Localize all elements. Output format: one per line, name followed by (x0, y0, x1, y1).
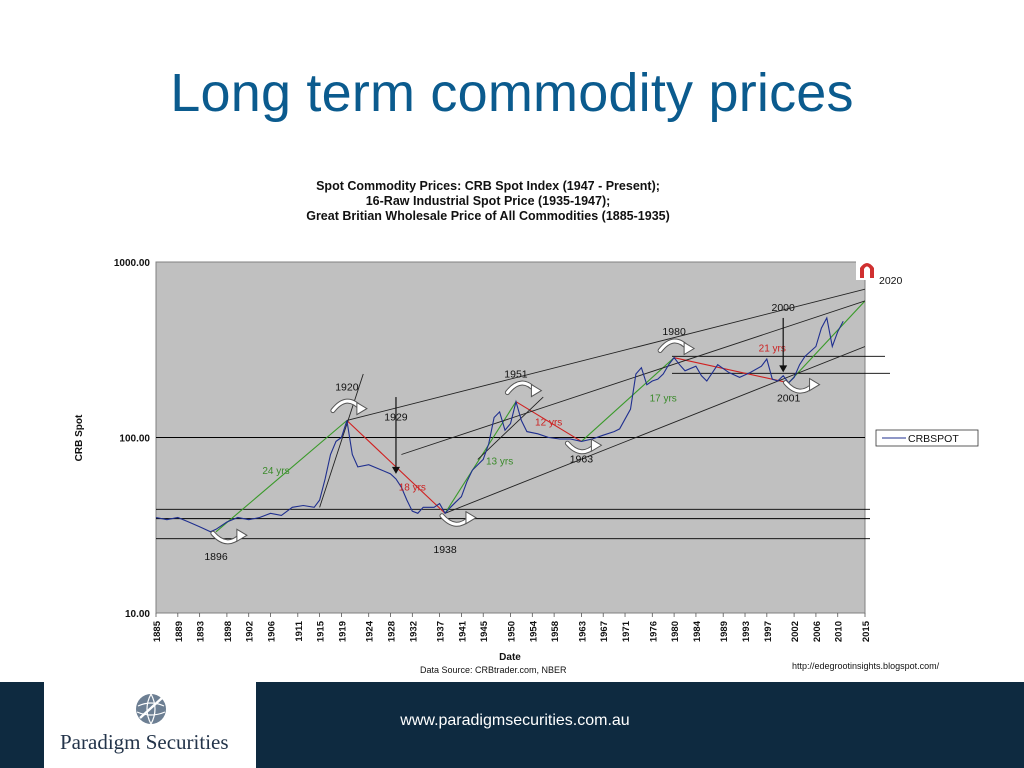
year-annotation: 1980 (662, 326, 686, 338)
turn-arrow-icon (465, 510, 477, 525)
legend: CRBSPOT (875, 429, 979, 447)
x-tick-label: 1924 (365, 620, 376, 642)
trend-line-green (215, 420, 348, 533)
trend-duration-label: 18 yrs (399, 482, 426, 493)
x-tick-label: 1984 (692, 620, 703, 642)
x-tick-label: 1980 (670, 621, 681, 642)
year-annotation: 1951 (504, 368, 528, 380)
x-tick-label: 1989 (719, 621, 730, 642)
x-axis-label: Date (499, 652, 521, 663)
trend-lines (215, 288, 865, 533)
year-annotation: 2001 (777, 393, 801, 405)
x-tick-label: 1919 (337, 621, 348, 642)
trend-duration-label: 13 yrs (486, 457, 513, 468)
year-annotation: 1963 (570, 454, 594, 466)
year-annotation: 2020 (879, 275, 903, 287)
trend-line-red (515, 401, 582, 442)
horizontal-guides (156, 355, 890, 540)
legend-label: CRBSPOT (908, 433, 959, 445)
credit-url: http://edegrootinsights.blogspot.com/ (792, 661, 940, 671)
x-tick-label: 1906 (267, 621, 278, 642)
x-tick-label: 2015 (861, 620, 872, 642)
x-tick-label: 1963 (577, 621, 588, 642)
x-tick-label: 2006 (812, 621, 823, 642)
x-tick-label: 1932 (408, 621, 419, 642)
x-tick-label: 1945 (479, 620, 490, 642)
x-tick-label: 1993 (741, 621, 752, 642)
x-tick-label: 1898 (223, 621, 234, 642)
series-group (155, 316, 844, 533)
trend-line-green (788, 300, 865, 384)
trend-line-red (673, 357, 789, 384)
turn-arrow-icon (356, 401, 368, 416)
x-tick-label: 1971 (621, 620, 632, 642)
brand-name: Paradigm Securities (60, 730, 229, 754)
channel-line (401, 300, 865, 455)
trend-duration-label: 21 yrs (759, 343, 786, 354)
x-tick-label: 1911 (294, 620, 305, 641)
x-tick-label: 1937 (436, 621, 447, 642)
x-tick-label: 1902 (245, 621, 256, 642)
chart-title-line-2: 16-Raw Industrial Spot Price (1935-1947)… (366, 194, 611, 208)
channel-line (319, 373, 364, 508)
series-line-crbspot (155, 316, 844, 533)
trend-duration-label: 24 yrs (262, 466, 289, 477)
footer-link[interactable]: www.paradigmsecurities.com.au (400, 712, 630, 729)
channel-line (346, 288, 865, 421)
turn-arrow-icon (683, 341, 696, 356)
x-tick-label: 1997 (763, 621, 774, 642)
x-tick-label: 1893 (196, 621, 207, 642)
y-tick-label: 10.00 (125, 609, 150, 620)
trend-line-green (581, 357, 675, 442)
y-axis-ticks: 10.00 100.00 1000.00 (114, 258, 151, 620)
globe-icon (136, 693, 166, 725)
x-tick-label: 1967 (599, 621, 610, 642)
footer-bar: Paradigm Securities www.paradigmsecuriti… (0, 682, 1024, 768)
small-logo-icon (856, 258, 878, 280)
chart-title-line-3: Great Britian Wholesale Price of All Com… (306, 209, 670, 223)
y-tick-label: 1000.00 (114, 258, 151, 269)
x-tick-label: 1950 (507, 621, 518, 642)
y-tick-label: 100.00 (119, 434, 150, 445)
y-axis-label: CRB Spot (74, 414, 85, 461)
slide-title: Long term commodity prices (170, 63, 854, 123)
chart-title-line-1: Spot Commodity Prices: CRB Spot Index (1… (316, 179, 660, 193)
x-tick-label: 1915 (316, 620, 327, 642)
trend-duration-label: 17 yrs (650, 394, 677, 405)
turn-arrow-icon (809, 377, 821, 392)
x-tick-label: 1928 (387, 621, 398, 642)
x-tick-label: 1885 (152, 620, 163, 642)
x-tick-label: 1958 (550, 621, 561, 642)
legend-box (875, 429, 979, 447)
turn-arrow-icon (590, 438, 603, 453)
year-annotation: 1938 (433, 544, 457, 556)
x-tick-label: 1889 (174, 621, 185, 642)
annotation-overlays: 24 yrs 18 yrs 13 yrs 12 yrs 17 yrs 21 yrs 1896… (204, 275, 902, 563)
channel-line (477, 396, 544, 460)
x-tick-label: 1976 (648, 621, 659, 642)
year-annotation: 2000 (772, 302, 796, 314)
data-source-note: Data Source: CRBtrader.com, NBER (420, 665, 567, 675)
x-tick-label: 1941 (457, 620, 468, 642)
x-tick-label: 2002 (790, 621, 801, 642)
trend-duration-label: 12 yrs (535, 418, 562, 429)
pointer-arrow-head (779, 365, 788, 373)
turn-arrow-icon (530, 383, 543, 398)
x-tick-label: 1954 (528, 620, 539, 642)
pointer-arrow-head (391, 466, 400, 474)
chart-svg: Spot Commodity Prices: CRB Spot Index (1… (74, 179, 979, 675)
x-tick-label: 2010 (834, 621, 845, 642)
turn-arrow-icon (236, 528, 248, 543)
brand-logo: Paradigm Securities (44, 682, 256, 768)
x-axis-ticks: 1885 1889 1893 1898 1902 1906 1911 1915 1919 1924… (152, 613, 872, 642)
year-annotation: 1920 (335, 382, 359, 394)
commodity-chart: Spot Commodity Prices: CRB Spot Index (1… (60, 172, 990, 680)
year-annotation: 1896 (204, 551, 228, 563)
